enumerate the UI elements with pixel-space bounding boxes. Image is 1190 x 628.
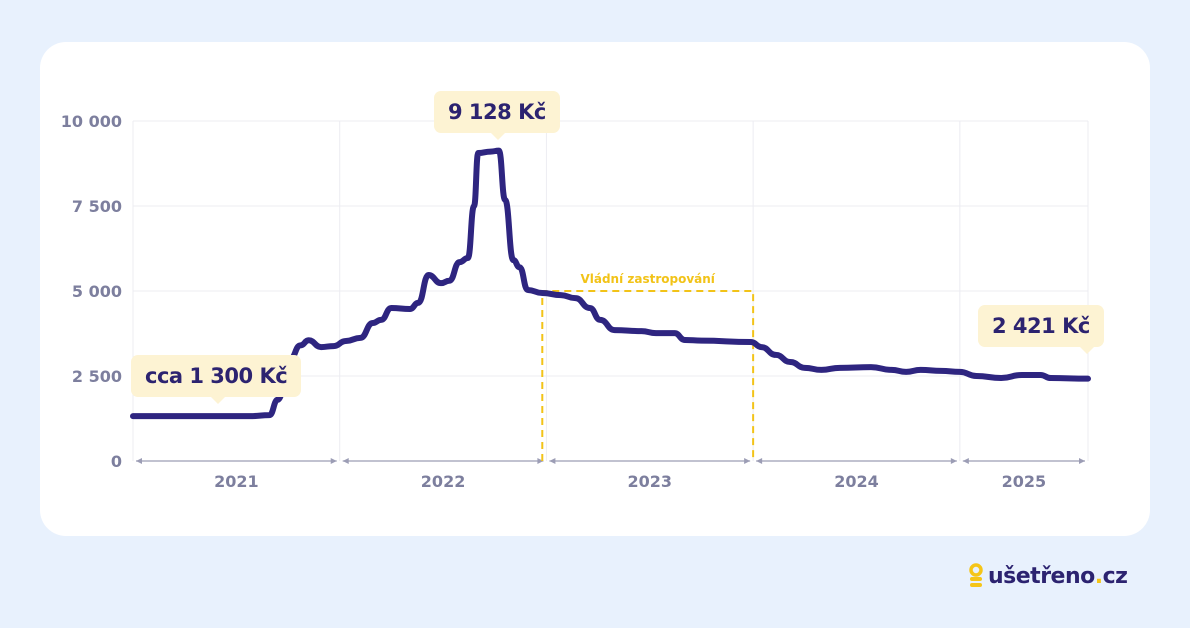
annotation-start-price: cca 1 300 Kč <box>131 355 302 404</box>
arrow-right-icon <box>537 458 544 464</box>
x-tick-label: 2023 <box>628 472 673 491</box>
annotation-current-price: 2 421 Kč <box>978 305 1104 354</box>
usetreno-logo: ušetřeno.cz <box>968 563 1128 589</box>
x-tick-label: 2021 <box>214 472 259 491</box>
y-tick-label: 10 000 <box>61 112 122 131</box>
arrow-left-icon <box>549 458 556 464</box>
chart-card <box>40 42 1150 536</box>
annotation-peak-price: 9 128 Kč <box>434 91 560 140</box>
y-tick-label: 5 000 <box>72 282 122 301</box>
logo-text: ušetřeno.cz <box>988 563 1128 589</box>
government-cap-region <box>541 290 755 461</box>
price-line <box>130 147 1091 420</box>
x-tick-label: 2024 <box>834 472 879 491</box>
arrow-right-icon <box>744 458 751 464</box>
arrow-right-icon <box>1079 458 1085 464</box>
x-tick-label: 2025 <box>1002 472 1047 491</box>
arrow-left-icon <box>342 458 349 464</box>
arrow-left-icon <box>756 458 763 464</box>
logo-icon <box>969 563 983 587</box>
arrow-left-icon <box>136 458 142 464</box>
government-cap-label: Vládní zastropování <box>580 272 715 286</box>
x-tick-label: 2022 <box>421 472 466 491</box>
y-tick-label: 0 <box>111 452 122 471</box>
arrow-left-icon <box>962 458 969 464</box>
arrow-right-icon <box>950 458 957 464</box>
y-tick-label: 7 500 <box>72 197 122 216</box>
arrow-right-icon <box>330 458 337 464</box>
y-tick-label: 2 500 <box>72 367 122 386</box>
